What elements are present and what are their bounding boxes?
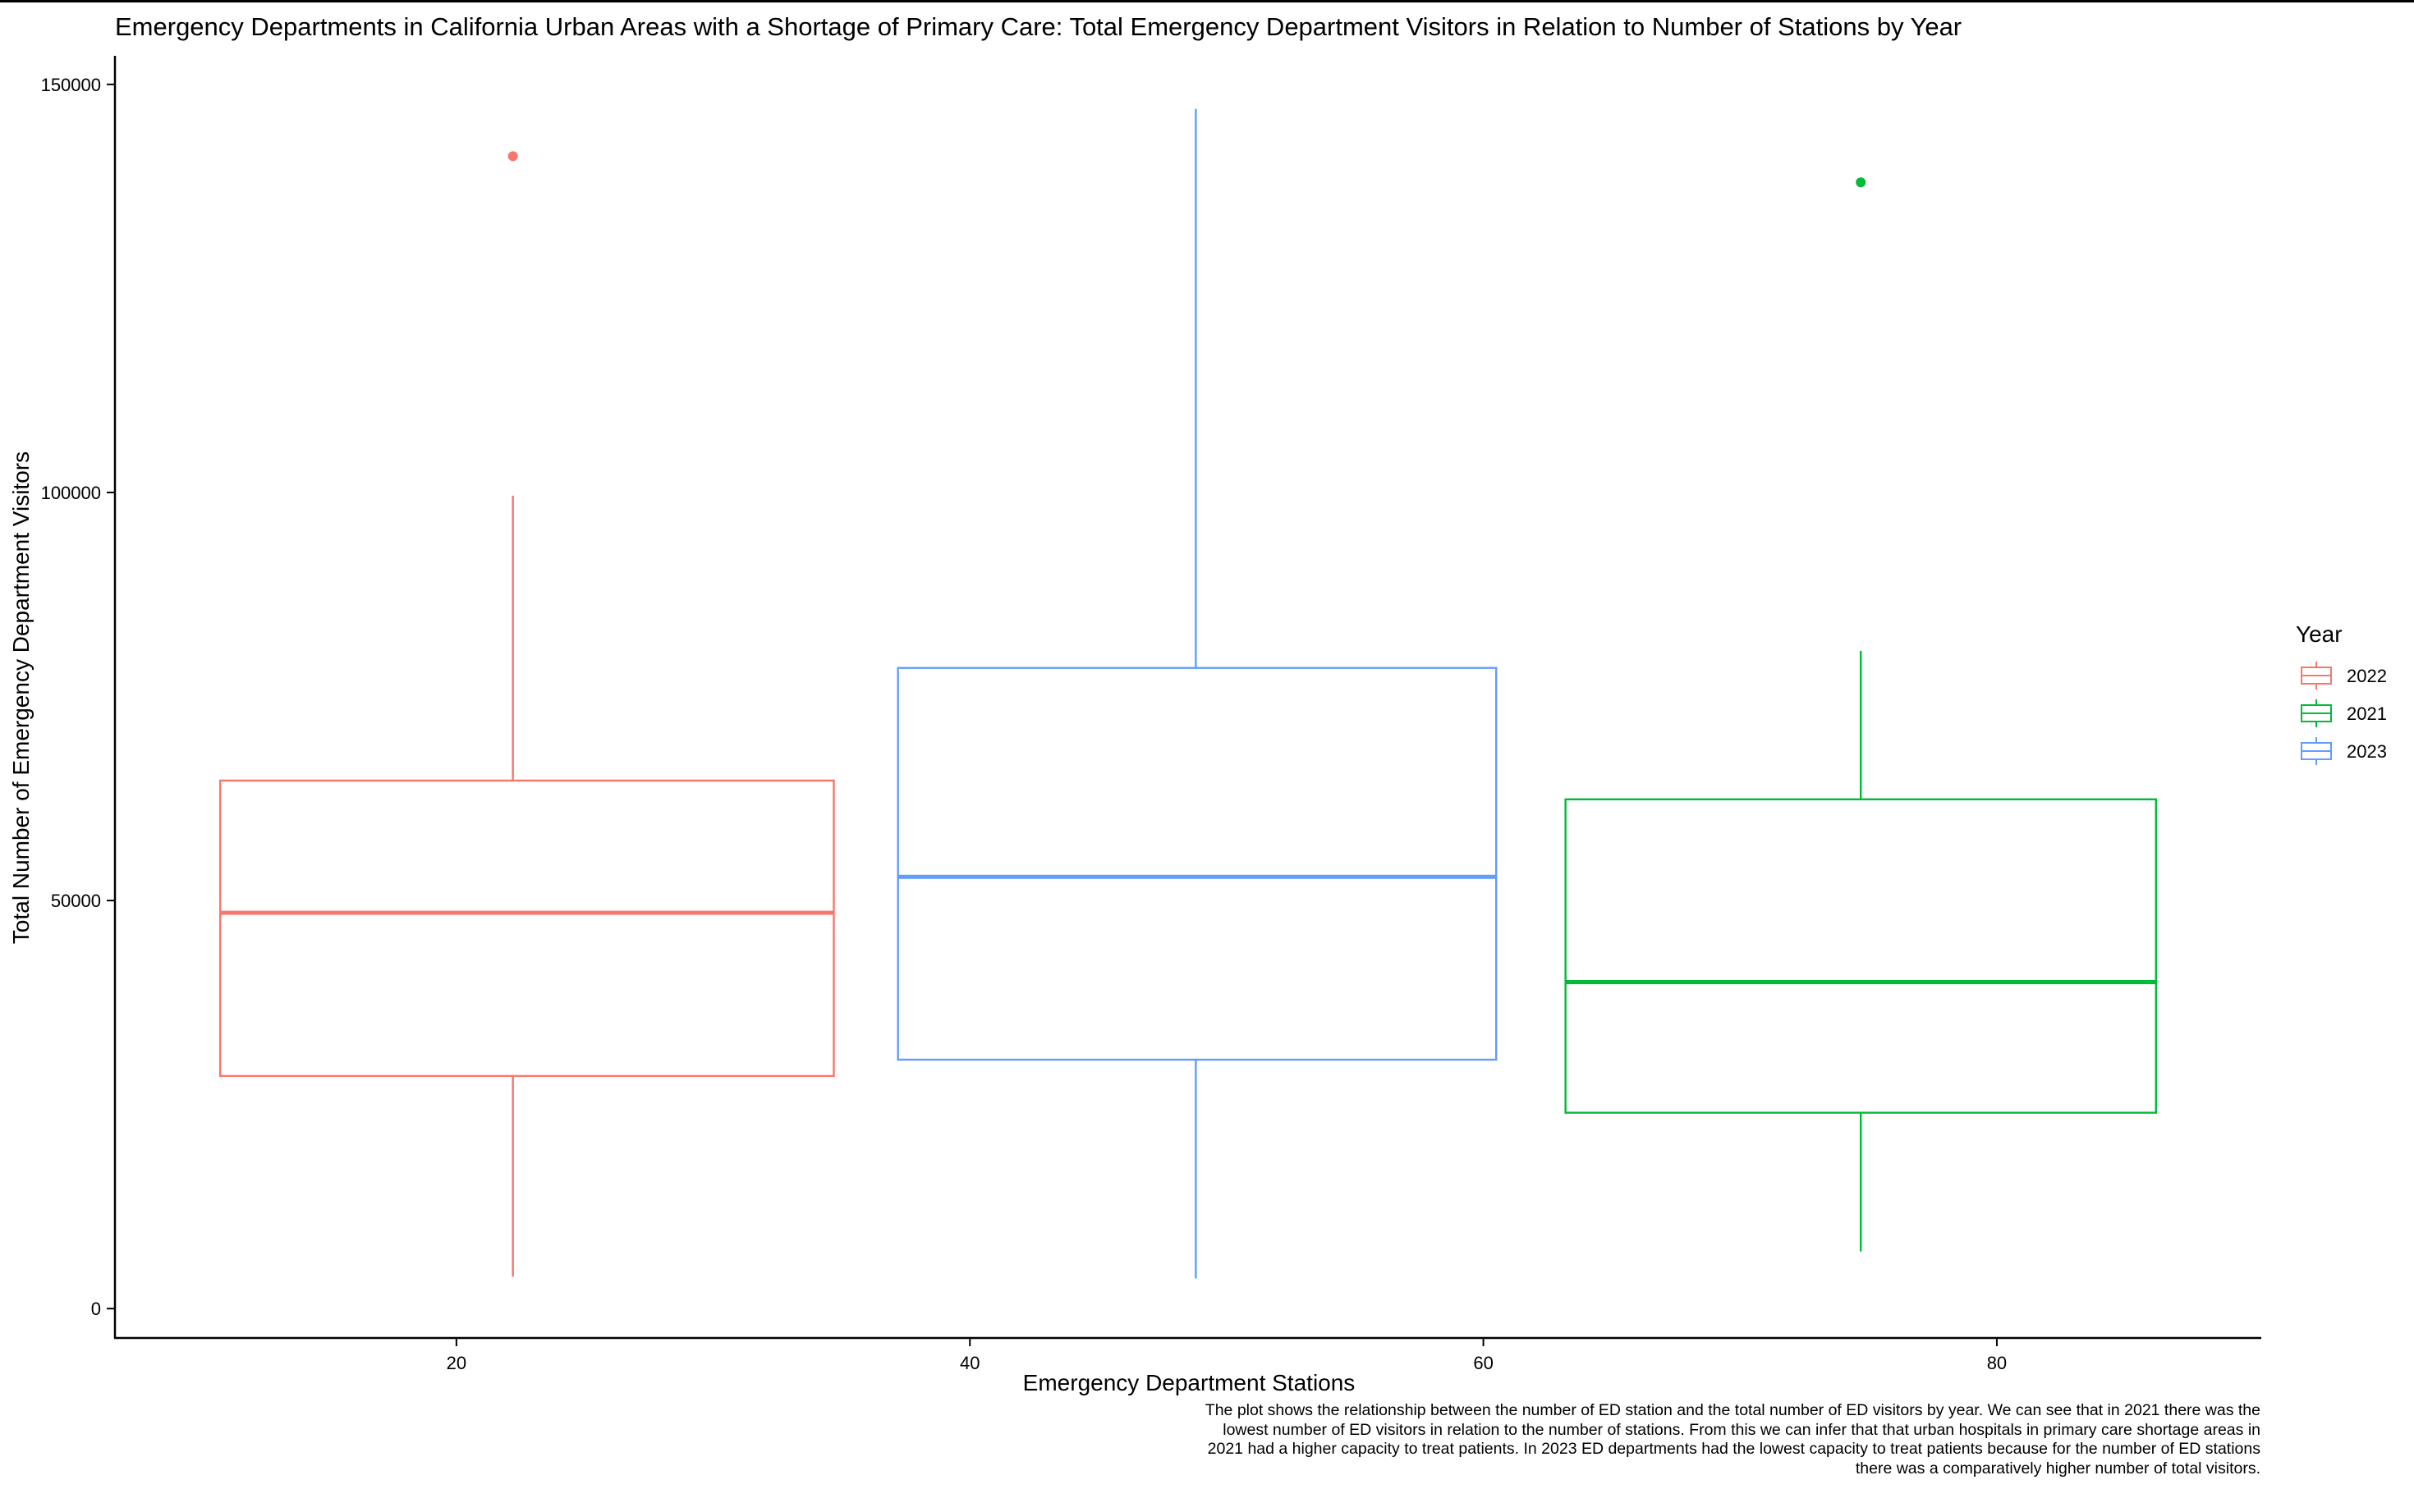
box-2021 — [1564, 177, 2158, 1252]
legend: Year 2022 2021 2023 — [2296, 621, 2387, 765]
legend-label: 2023 — [2347, 741, 2387, 762]
box-2022 — [218, 151, 835, 1277]
chart-title: Emergency Departments in California Urba… — [115, 12, 1962, 41]
outlier-point — [1856, 177, 1866, 188]
x-tick-label: 60 — [1473, 1353, 1493, 1373]
box-iqr — [218, 779, 835, 1078]
x-axis-title: Emergency Department Stations — [1023, 1370, 1356, 1395]
y-tick-label: 150000 — [41, 75, 101, 95]
chart-caption: The plot shows the relationship between … — [1205, 1401, 2260, 1478]
box-iqr — [1564, 798, 2158, 1114]
legend-label: 2021 — [2347, 703, 2387, 724]
x-tick-label: 40 — [960, 1353, 980, 1373]
legend-label: 2022 — [2347, 666, 2387, 686]
top-border — [0, 0, 2414, 2]
legend-title: Year — [2296, 621, 2343, 647]
box-2023 — [897, 108, 1498, 1279]
y-axis-title: Total Number of Emergency Department Vis… — [8, 451, 34, 944]
box-iqr — [897, 667, 1498, 1061]
outlier-point — [507, 151, 518, 162]
y-tick-label: 50000 — [51, 891, 101, 911]
legend-item-2022: 2022 — [2301, 662, 2387, 690]
y-tick-label: 100000 — [41, 483, 101, 503]
y-tick-label: 0 — [91, 1299, 101, 1319]
x-tick-label: 80 — [1987, 1353, 2007, 1373]
legend-item-2023: 2023 — [2301, 737, 2387, 765]
legend-item-2021: 2021 — [2301, 699, 2387, 727]
x-tick-label: 20 — [447, 1353, 466, 1373]
